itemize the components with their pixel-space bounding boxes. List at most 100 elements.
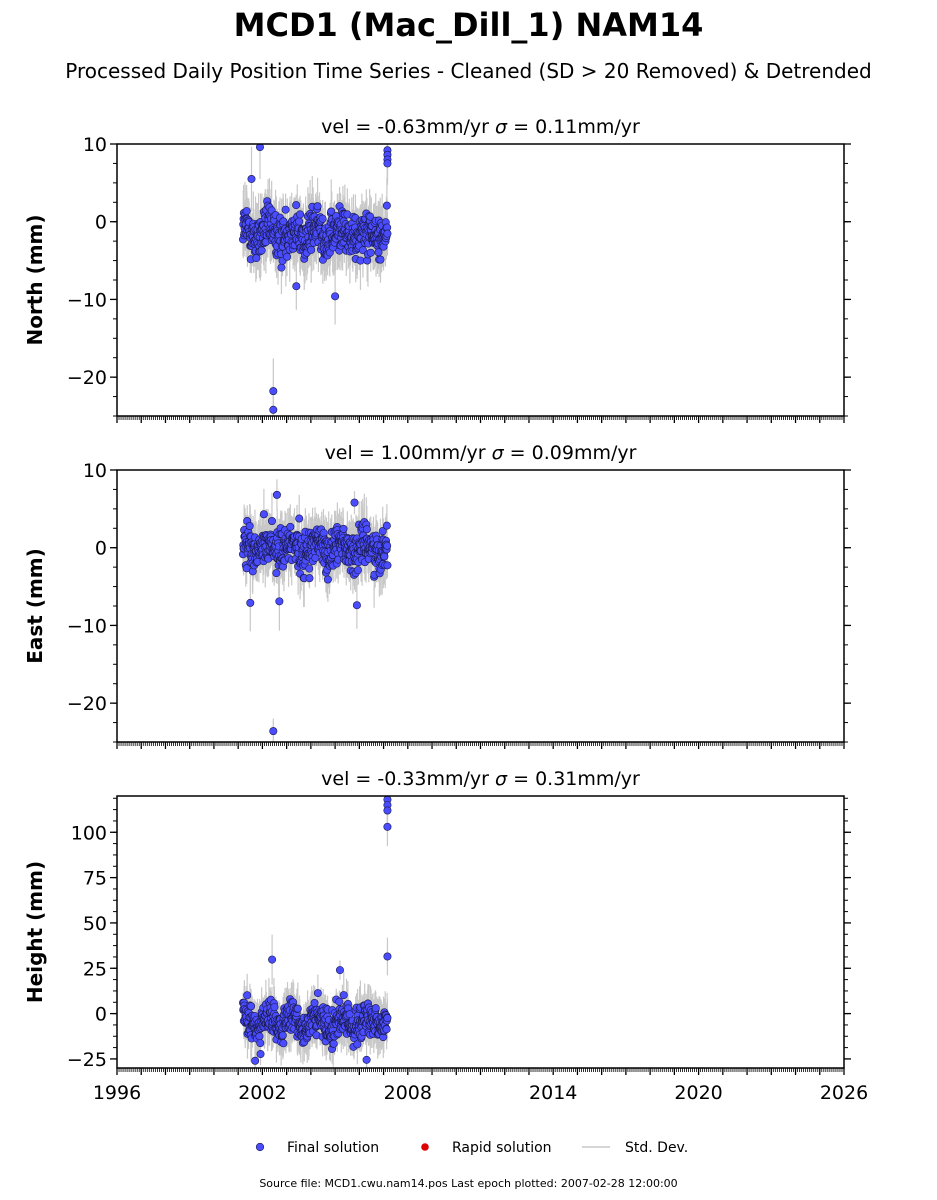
final-solution-point xyxy=(286,522,295,531)
final-solution-point xyxy=(270,1003,279,1012)
legend-item-final: Final solution xyxy=(255,1140,379,1156)
final-solution-point xyxy=(293,1004,302,1013)
panel-title-sigma-symbol: σ xyxy=(495,768,508,790)
final-solution-point xyxy=(247,1002,256,1011)
final-solution-point xyxy=(279,217,288,226)
final-solution-point xyxy=(353,566,362,575)
final-solution-point xyxy=(251,1056,260,1065)
final-solution-point xyxy=(313,989,322,998)
y-tick-label: −10 xyxy=(67,615,107,637)
final-solution-point xyxy=(305,574,314,583)
final-solution-point xyxy=(371,1004,380,1013)
y-tick-label: 75 xyxy=(83,868,107,890)
panel-1: vel = -0.63mm/yr σ = 0.11mm/yr North (mm)… xyxy=(23,116,851,423)
final-solution-point xyxy=(295,217,304,226)
std-dev-bars xyxy=(242,144,389,416)
panel-2: vel = 1.00mm/yr σ = 0.09mm/yr East (mm) 10… xyxy=(23,442,851,749)
final-solution-point xyxy=(256,1050,265,1059)
panel-title-sigma-symbol: σ xyxy=(492,442,505,464)
x-tick-label: 2008 xyxy=(384,1082,432,1104)
final-solution-point xyxy=(366,212,375,221)
y-tick-label: 50 xyxy=(83,913,107,935)
final-solution-point xyxy=(366,248,375,257)
final-solution-point xyxy=(243,991,252,1000)
final-solution-point xyxy=(383,806,392,815)
legend: Final solution Rapid solution Std. Dev. xyxy=(255,1140,688,1156)
final-solution-point xyxy=(383,159,392,168)
final-solution-point xyxy=(362,525,371,534)
panel-3: vel = -0.33mm/yr σ = 0.31mm/yr Height (mm… xyxy=(23,768,868,1104)
panel-title-sigma-value: = 0.11mm/yr xyxy=(507,116,640,138)
x-tick-label: 2014 xyxy=(529,1082,577,1104)
y-axis-label: North (mm) xyxy=(23,214,47,345)
final-solution-point xyxy=(269,727,278,736)
legend-item-std: Std. Dev. xyxy=(582,1140,688,1156)
final-solution-point xyxy=(353,1040,362,1049)
final-solution-point xyxy=(383,229,392,238)
final-solution-point xyxy=(257,246,266,255)
panel-title-sigma-value: = 0.31mm/yr xyxy=(507,768,640,790)
y-tick-label: −25 xyxy=(67,1049,107,1071)
final-solution-point xyxy=(356,256,365,265)
panel-title-velocity: vel = -0.33mm/yr xyxy=(321,768,495,790)
final-solution-point xyxy=(247,174,256,183)
panel-title-sigma-value: = 0.09mm/yr xyxy=(504,442,637,464)
panel-title-velocity: vel = -0.63mm/yr xyxy=(321,116,495,138)
final-solution-point xyxy=(378,527,387,536)
panel-title: vel = 1.00mm/yr σ = 0.09mm/yr xyxy=(325,442,637,464)
final-solution-point xyxy=(305,564,314,573)
final-solution-point xyxy=(382,1025,391,1034)
final-solution-points xyxy=(239,490,392,736)
legend-rapid-marker xyxy=(421,1143,429,1151)
final-solution-point xyxy=(319,528,328,537)
x-tick-label: 1996 xyxy=(93,1082,141,1104)
final-solution-point xyxy=(272,569,281,578)
final-solution-point xyxy=(311,553,320,562)
data-series xyxy=(239,144,392,416)
final-solution-point xyxy=(296,210,305,219)
final-solution-point xyxy=(269,387,278,396)
final-solution-point xyxy=(245,521,254,530)
y-tick-label: 10 xyxy=(83,134,107,156)
final-solution-point xyxy=(295,514,304,523)
legend-final-marker xyxy=(255,1142,265,1152)
y-tick-label: 0 xyxy=(95,1004,107,1026)
final-solution-point xyxy=(335,997,344,1006)
final-solution-point xyxy=(255,144,264,152)
final-solution-point xyxy=(267,517,276,526)
final-solution-point xyxy=(256,1039,265,1048)
final-solution-point xyxy=(279,1039,288,1048)
x-tick-label: 2020 xyxy=(674,1082,722,1104)
panel-title-velocity: vel = 1.00mm/yr xyxy=(325,442,492,464)
legend-label: Rapid solution xyxy=(452,1140,552,1156)
legend-label: Final solution xyxy=(287,1140,379,1156)
x-tick-label: 2026 xyxy=(820,1082,868,1104)
final-solution-point xyxy=(339,524,348,533)
data-series xyxy=(239,796,392,1068)
y-tick-label: 25 xyxy=(83,958,107,980)
final-solution-point xyxy=(318,214,327,223)
legend-item-rapid: Rapid solution xyxy=(421,1140,552,1156)
final-solution-point xyxy=(383,952,392,961)
final-solution-point xyxy=(242,207,251,216)
final-solution-point xyxy=(383,561,392,570)
final-solution-point xyxy=(310,998,319,1007)
final-solution-point xyxy=(382,521,391,530)
plot-frame xyxy=(116,795,845,1069)
y-axis-label: East (mm) xyxy=(23,548,47,664)
final-solution-point xyxy=(327,207,336,216)
final-solution-point xyxy=(382,201,391,210)
final-solution-point xyxy=(383,541,392,550)
final-solution-point xyxy=(246,598,255,607)
y-tick-label: 100 xyxy=(71,822,107,844)
final-solution-point xyxy=(275,597,284,606)
plot-frame xyxy=(116,143,845,417)
y-tick-label: 0 xyxy=(95,212,107,234)
y-axis-label: Height (mm) xyxy=(23,861,47,1003)
final-solution-point xyxy=(269,405,278,414)
final-solution-point xyxy=(350,498,359,507)
panel-title-sigma-symbol: σ xyxy=(495,116,508,138)
final-solution-point xyxy=(282,252,291,261)
